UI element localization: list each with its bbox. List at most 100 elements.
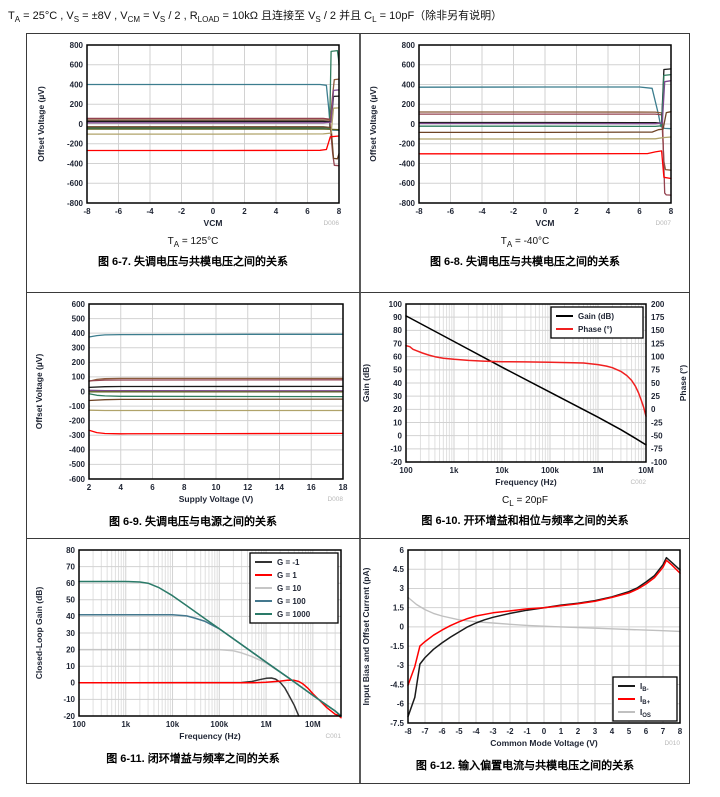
svg-text:3: 3 [400,584,405,593]
svg-text:600: 600 [72,300,86,309]
fig-6-9-plot: 2 4 6 8 10 12 14 16 18 -600 -500 -400 -300 -200 -100 0 1… [33,296,353,509]
svg-text:1: 1 [559,727,564,736]
svg-text:-600: -600 [399,179,416,188]
fig-6-7-ylabel: Offset Voltage (µV) [36,86,46,162]
fig-6-7-series [86,78,340,121]
svg-text:6: 6 [305,207,310,216]
svg-text:30: 30 [393,392,402,401]
fig-6-11-ylabel: Closed-Loop Gain (dB) [34,587,44,680]
svg-text:125: 125 [651,339,665,348]
svg-text:0: 0 [71,679,76,688]
fig-6-9-series [88,389,344,392]
svg-text:-4: -4 [146,207,154,216]
fig-6-12-xlabel: Common Mode Voltage (V) [490,738,598,748]
fig-6-9-xlabel: Supply Voltage (V) [179,494,254,504]
svg-text:0: 0 [542,727,547,736]
svg-text:40: 40 [66,612,75,621]
svg-text:14: 14 [275,483,284,492]
svg-text:0: 0 [543,207,548,216]
svg-text:0: 0 [211,207,216,216]
fig-6-12-code: D010 [664,740,680,747]
svg-text:80: 80 [66,546,75,555]
svg-text:-200: -200 [69,416,86,425]
svg-text:Gain (dB): Gain (dB) [578,312,614,321]
svg-text:50: 50 [393,366,402,375]
fig-6-9-ylabel: Offset Voltage (µV) [34,354,44,430]
fig-6-9-code: D008 [327,496,343,503]
fig-6-10-code: C002 [630,479,646,486]
svg-text:-8: -8 [83,207,91,216]
fig-6-10-condition: CL = 20pF [502,495,548,508]
svg-text:100: 100 [72,720,86,729]
fig-6-7-condition: TA = 125°C [167,236,219,249]
svg-text:10: 10 [212,483,221,492]
fig-6-8-code: D007 [655,220,671,227]
fig-6-8-ylabel: Offset Voltage (µV) [368,86,378,162]
svg-text:IOS: IOS [640,708,651,719]
svg-text:200: 200 [72,358,86,367]
fig-6-11-caption: 图 6-11. 闭环增益与频率之间的关系 [106,753,280,765]
svg-text:-5: -5 [455,727,463,736]
svg-text:-800: -800 [67,199,84,208]
svg-text:400: 400 [402,80,416,89]
svg-text:1M: 1M [261,720,272,729]
fig-6-7-canvas: -8 -6 -4 -2 0 2 4 6 8 -800 -600 -400 -200 0 200 400 600 8… [36,41,342,228]
fig-6-12-series [407,559,681,686]
fig-6-9-series [88,333,344,338]
fig-6-8-series [418,150,672,180]
fig-6-10-plot: 100 1k 10k 100k 1M 10M -20 -10 0 10 20 30 40 50 60 70 80… [361,296,689,492]
svg-text:70: 70 [66,562,75,571]
svg-text:4: 4 [274,207,279,216]
svg-text:4: 4 [606,207,611,216]
svg-text:-6: -6 [447,207,455,216]
fig-6-8-plot: -8 -6 -4 -2 0 2 4 6 8 -800 -600 -400 -200 0 200 400 600 8… [367,37,683,233]
svg-text:G = -1: G = -1 [277,558,300,567]
svg-text:7: 7 [661,727,666,736]
svg-text:-7.5: -7.5 [390,719,404,728]
svg-text:400: 400 [70,80,84,89]
svg-text:IB+: IB+ [640,695,651,706]
svg-text:100: 100 [389,300,403,309]
svg-text:2: 2 [576,727,581,736]
svg-text:G = 100: G = 100 [277,597,306,606]
fig-6-7-series [86,117,340,167]
fig-6-7-series [86,89,340,124]
svg-text:-600: -600 [69,475,86,484]
svg-text:100: 100 [72,373,86,382]
figure-cell-6-10: 100 1k 10k 100k 1M 10M -20 -10 0 10 20 30 40 50 60 70 80… [361,293,689,539]
svg-text:800: 800 [402,41,416,50]
figure-cell-6-9: 2 4 6 8 10 12 14 16 18 -600 -500 -400 -300 -200 -100 0 1… [27,293,361,539]
fig-6-7-code: D006 [323,220,339,227]
svg-text:1.5: 1.5 [393,603,405,612]
svg-text:18: 18 [339,483,348,492]
svg-text:-2: -2 [510,207,518,216]
svg-text:600: 600 [70,61,84,70]
svg-text:50: 50 [66,596,75,605]
svg-text:-25: -25 [651,418,663,427]
svg-text:90: 90 [393,313,402,322]
svg-text:4: 4 [610,727,615,736]
svg-text:12: 12 [243,483,252,492]
fig-6-9-series [88,379,344,382]
svg-text:-3: -3 [397,661,405,670]
figure-cell-6-7: -8 -6 -4 -2 0 2 4 6 8 -800 -600 -400 -200 0 200 400 600 8… [27,34,361,293]
svg-text:-50: -50 [651,431,663,440]
fig-6-7-xlabel: VCM [204,218,223,228]
svg-text:6: 6 [644,727,649,736]
svg-text:-6: -6 [397,700,405,709]
svg-text:100k: 100k [210,720,228,729]
svg-text:-800: -800 [399,199,416,208]
svg-text:30: 30 [66,629,75,638]
fig-6-9-series [88,385,344,389]
fig-6-7-series [86,95,340,123]
svg-text:-4: -4 [478,207,486,216]
svg-text:-2: -2 [178,207,186,216]
fig-6-9-series [88,398,344,402]
svg-text:75: 75 [651,366,660,375]
svg-text:0: 0 [81,387,86,396]
svg-text:600: 600 [402,61,416,70]
figure-cell-6-11: 100 1k 10k 100k 1M 10M -20 -10 0 10 20 30 40 50 60 70 80… [27,539,361,783]
fig-6-12-canvas: -8 -7 -6 -5 -4 -3 -2 -1 0 1 2 3 4 5 6 7 8 -7.5 -6 -4.5 -3 -1.… [361,546,683,748]
svg-text:G = 10: G = 10 [277,584,302,593]
svg-text:-100: -100 [651,458,668,467]
